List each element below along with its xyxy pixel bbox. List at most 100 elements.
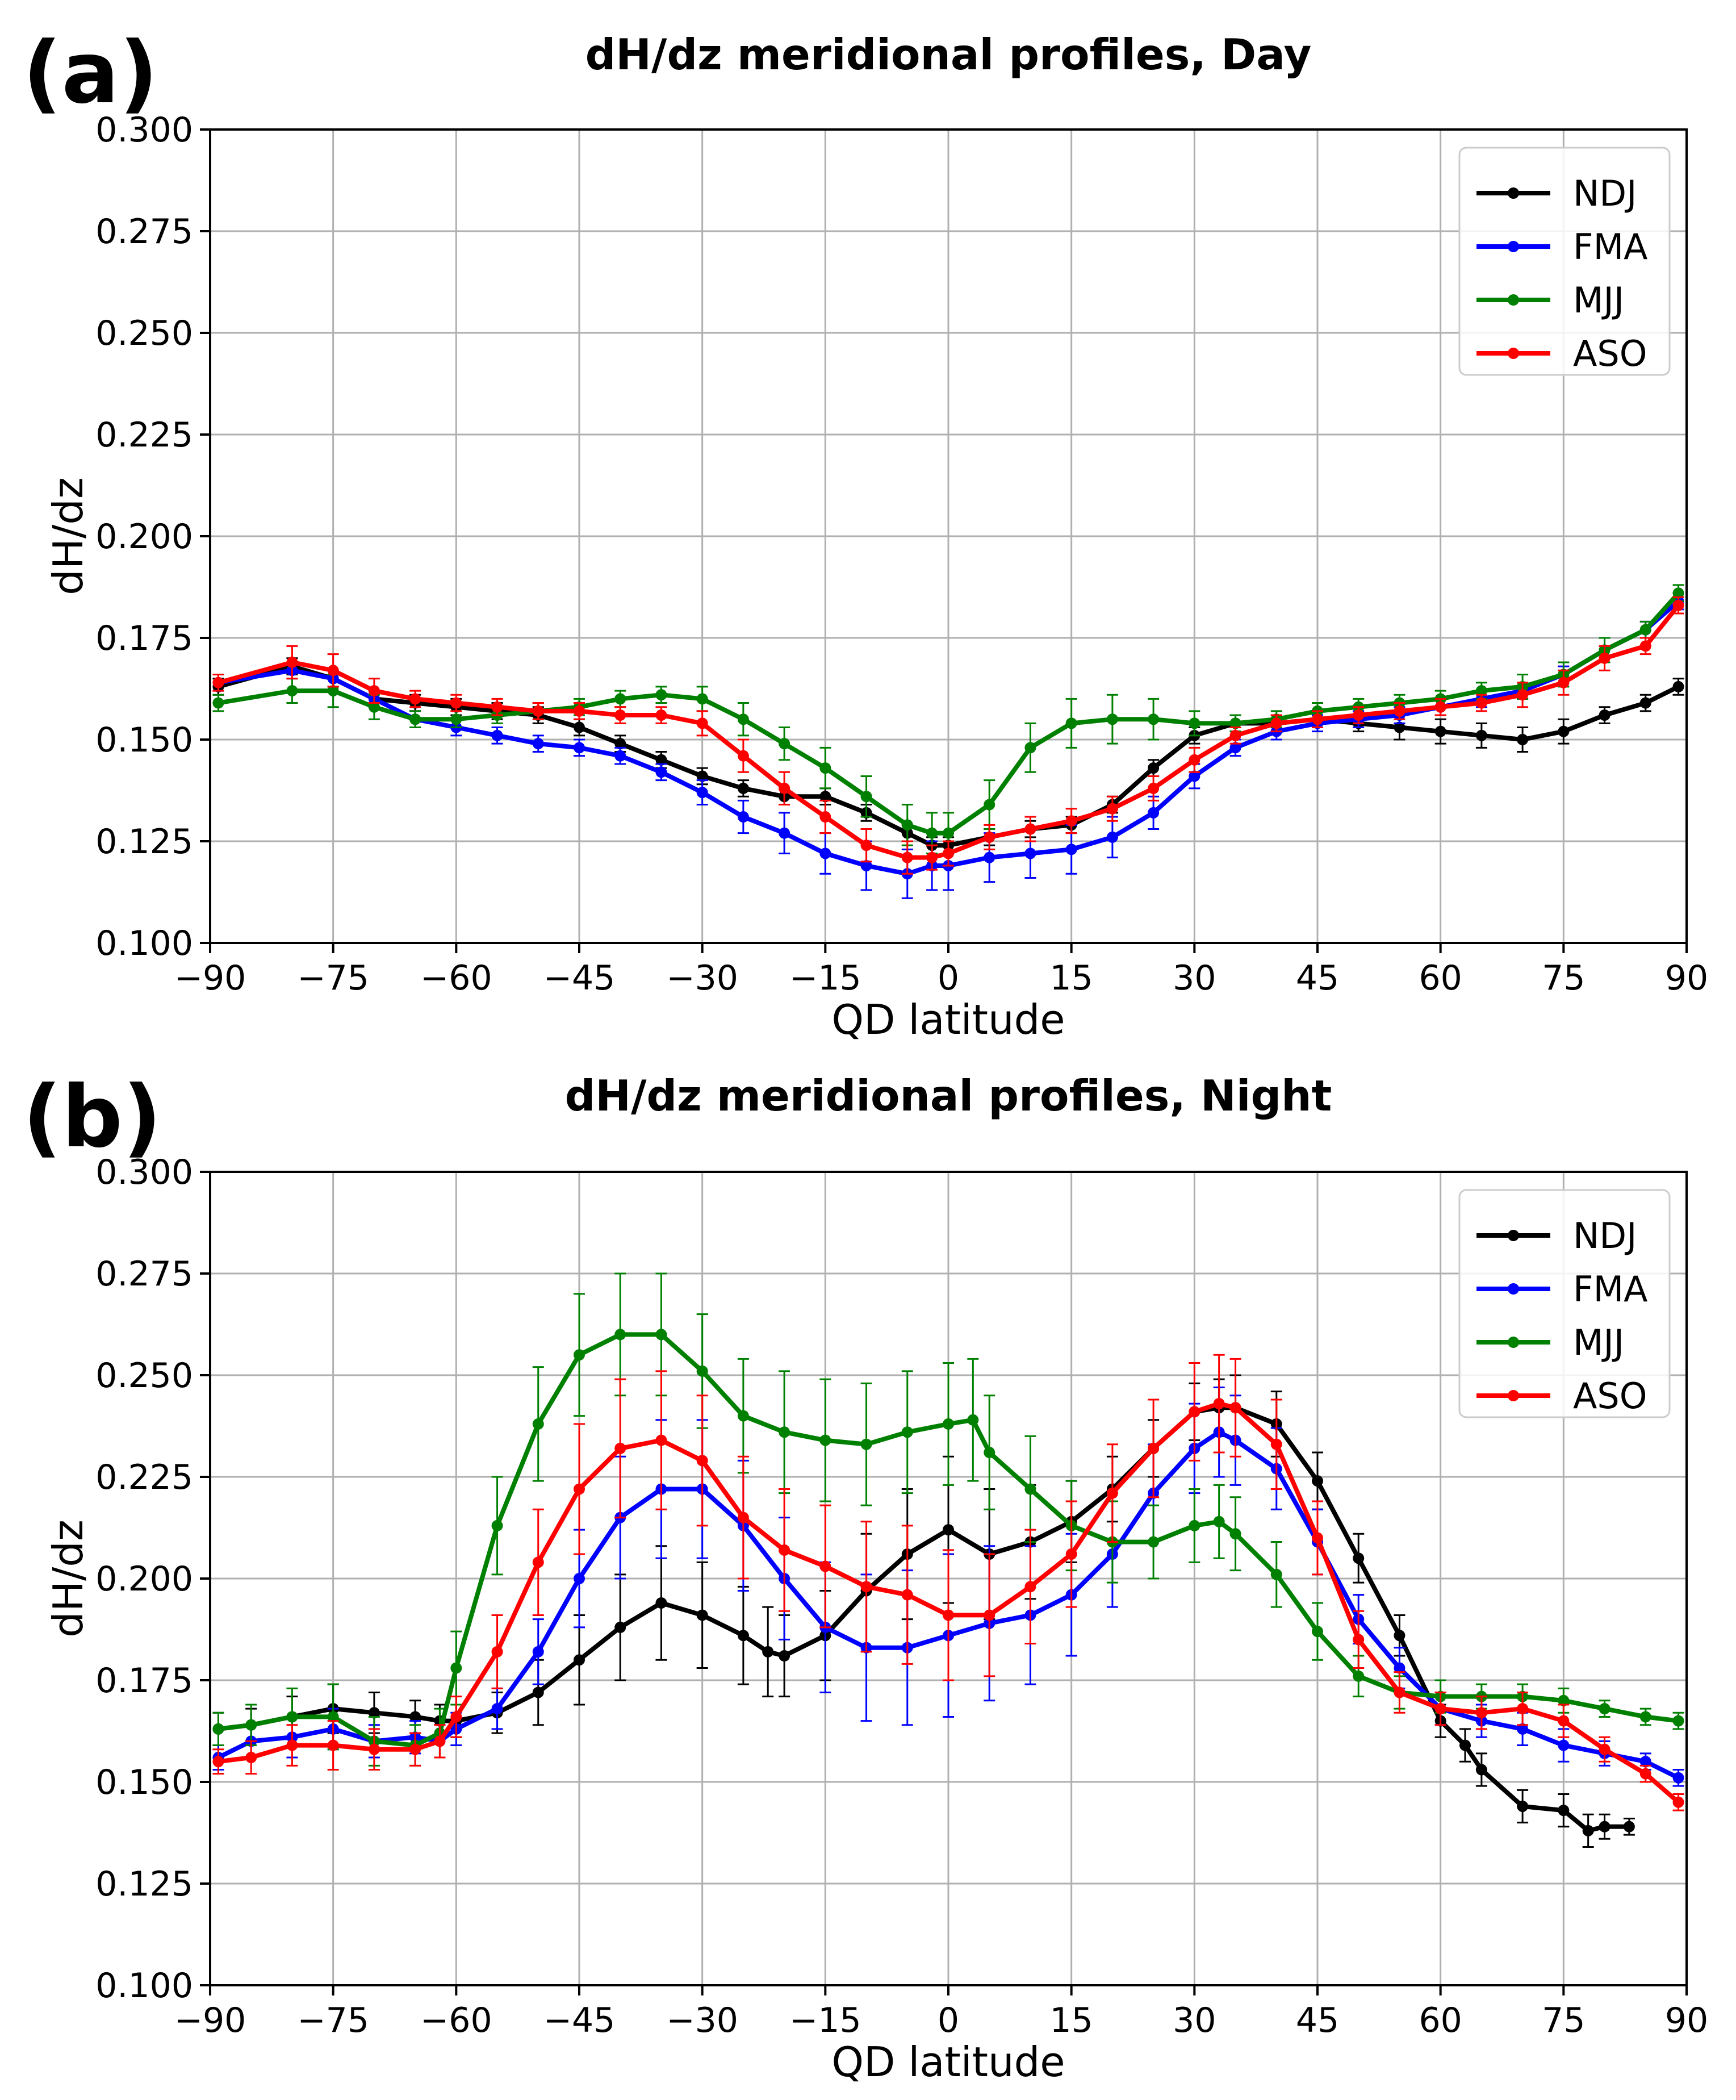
data-point bbox=[574, 721, 585, 733]
data-point bbox=[1639, 640, 1651, 652]
ticks: −90 −75 −60 −45 −30 −15 0 15 30 45 60 75 90 0.100 0.12… bbox=[95, 110, 1708, 998]
data-point bbox=[1672, 1715, 1684, 1727]
data-point bbox=[1106, 831, 1118, 843]
x-axis-label: QD latitude bbox=[831, 996, 1065, 1043]
data-point bbox=[819, 811, 831, 823]
data-point bbox=[779, 1426, 790, 1438]
data-point bbox=[1229, 742, 1241, 754]
markers bbox=[212, 1402, 1635, 1836]
data-point bbox=[212, 697, 224, 709]
error-bars bbox=[212, 1374, 1635, 1848]
data-point bbox=[491, 701, 503, 713]
data-point bbox=[212, 1723, 224, 1735]
data-point bbox=[1148, 1442, 1160, 1454]
legend-marker-mjj bbox=[1508, 1337, 1519, 1348]
data-point bbox=[1189, 1519, 1200, 1531]
data-point bbox=[1623, 1821, 1635, 1832]
x-tick-label: 45 bbox=[1296, 958, 1339, 998]
data-point bbox=[655, 1597, 667, 1609]
data-point bbox=[212, 677, 224, 688]
data-point bbox=[368, 701, 380, 713]
data-point bbox=[737, 782, 749, 794]
data-point bbox=[737, 713, 749, 725]
legend-box bbox=[1458, 147, 1671, 376]
legend-label-aso: ASO bbox=[1573, 333, 1647, 374]
data-point bbox=[1189, 1406, 1200, 1418]
data-point bbox=[1148, 762, 1160, 774]
data-point bbox=[614, 1621, 626, 1633]
ticks: −90 −75 −60 −45 −30 −15 0 15 30 45 60 75 90 0.100 0.12… bbox=[95, 1153, 1708, 2040]
series-ndj bbox=[212, 1374, 1635, 1848]
data-point bbox=[1270, 1568, 1282, 1580]
y-tick-label: 0.175 bbox=[95, 1661, 193, 1701]
legend-marker-ndj bbox=[1508, 187, 1519, 199]
x-tick-label: 90 bbox=[1665, 2001, 1708, 2040]
data-point bbox=[1353, 1552, 1365, 1564]
legend-label-mjj: MJJ bbox=[1573, 1322, 1624, 1363]
x-tick-label: 90 bbox=[1665, 958, 1708, 998]
panel-tag: (a) bbox=[23, 24, 158, 123]
data-point bbox=[1189, 770, 1200, 782]
data-point bbox=[1213, 1515, 1225, 1527]
data-point bbox=[779, 738, 790, 750]
data-point bbox=[1558, 1694, 1570, 1706]
data-point bbox=[286, 656, 298, 668]
data-point bbox=[1475, 1707, 1487, 1719]
data-point bbox=[614, 738, 626, 750]
data-point bbox=[1106, 803, 1118, 815]
y-tick-label: 0.250 bbox=[95, 1356, 193, 1396]
data-point bbox=[245, 1719, 257, 1731]
y-tick-label: 0.150 bbox=[95, 1763, 193, 1802]
axes-frame bbox=[209, 128, 1688, 944]
data-point bbox=[532, 705, 544, 717]
data-point bbox=[1106, 1487, 1118, 1499]
data-point bbox=[532, 1418, 544, 1430]
data-point bbox=[901, 851, 913, 863]
x-tick-label: 75 bbox=[1542, 2001, 1585, 2040]
data-point bbox=[860, 791, 872, 803]
data-point bbox=[696, 1455, 708, 1467]
data-point bbox=[245, 1752, 257, 1764]
data-point bbox=[1312, 1532, 1323, 1544]
data-point bbox=[1558, 1805, 1570, 1817]
data-point bbox=[1189, 717, 1200, 729]
data-point bbox=[212, 1756, 224, 1768]
data-point bbox=[943, 1609, 954, 1621]
x-tick-label: 0 bbox=[938, 2001, 959, 2040]
data-point bbox=[614, 1329, 626, 1341]
data-point bbox=[1189, 754, 1200, 766]
data-point bbox=[368, 1707, 380, 1719]
data-point bbox=[1148, 807, 1160, 819]
data-point bbox=[1434, 1703, 1446, 1715]
data-point bbox=[574, 742, 585, 754]
data-point bbox=[655, 709, 667, 721]
legend-label-ndj: NDJ bbox=[1573, 173, 1637, 214]
series-line bbox=[217, 1405, 1629, 1833]
data-point bbox=[1639, 624, 1651, 636]
panel-title: dH/dz meridional profiles, Day bbox=[585, 30, 1312, 80]
data-point bbox=[491, 729, 503, 741]
data-point bbox=[779, 1650, 790, 1662]
data-point bbox=[737, 1512, 749, 1523]
y-tick-label: 0.175 bbox=[95, 619, 193, 658]
data-point bbox=[943, 847, 954, 859]
data-point bbox=[574, 1573, 585, 1584]
data-point bbox=[655, 1434, 667, 1446]
data-point bbox=[368, 1743, 380, 1755]
x-tick-label: −45 bbox=[543, 958, 616, 998]
data-point bbox=[1394, 1686, 1405, 1698]
y-tick-label: 0.100 bbox=[95, 924, 193, 963]
data-point bbox=[1639, 1768, 1651, 1780]
y-tick-label: 0.225 bbox=[95, 415, 193, 455]
y-tick-label: 0.125 bbox=[95, 822, 193, 862]
markers bbox=[212, 599, 1684, 863]
data-point bbox=[1024, 742, 1036, 754]
data-point bbox=[984, 831, 995, 843]
x-tick-label: −15 bbox=[789, 958, 861, 998]
data-point bbox=[1672, 680, 1684, 692]
data-point bbox=[984, 1447, 995, 1459]
y-tick-label: 0.200 bbox=[95, 517, 193, 557]
data-point bbox=[1024, 1581, 1036, 1593]
data-point bbox=[574, 1349, 585, 1361]
data-point bbox=[943, 1418, 954, 1430]
